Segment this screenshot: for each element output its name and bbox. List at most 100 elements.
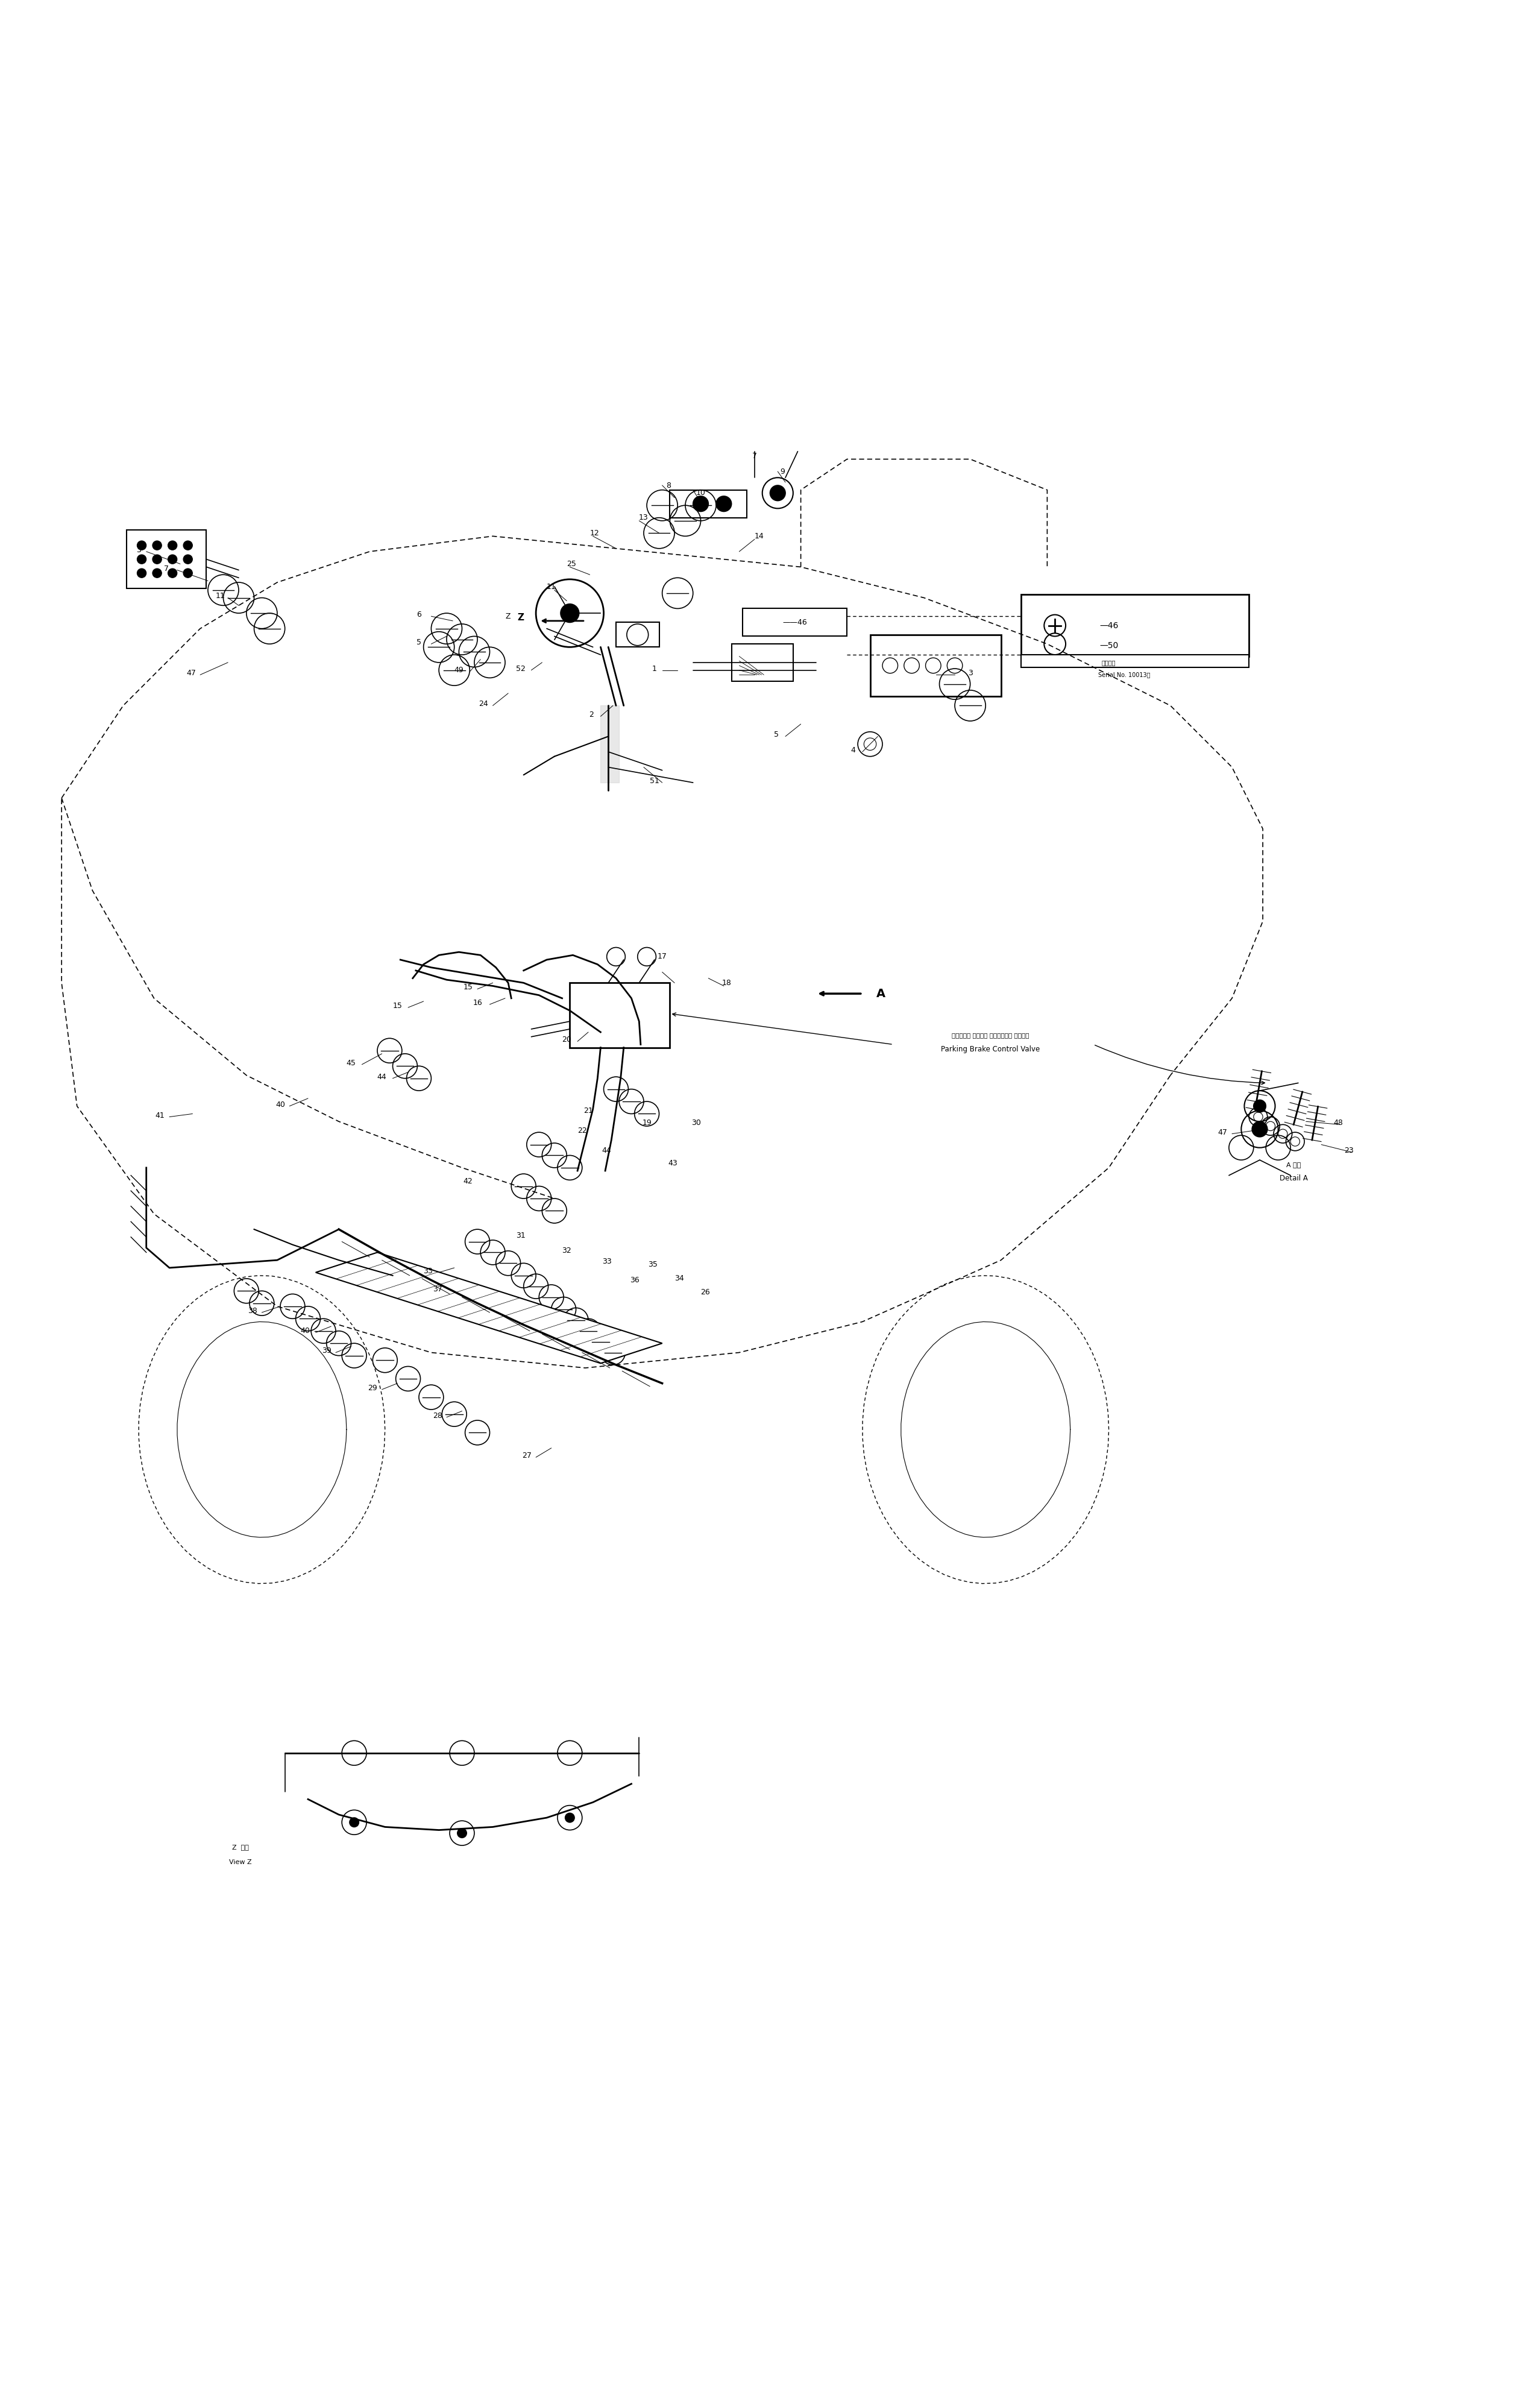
Text: 1: 1: [651, 664, 658, 674]
Text: 15: 15: [393, 1002, 402, 1009]
Text: 15: 15: [464, 983, 473, 992]
Text: 40: 40: [300, 1328, 310, 1335]
Circle shape: [183, 554, 192, 563]
Text: 38: 38: [248, 1306, 257, 1316]
Text: 20: 20: [562, 1036, 571, 1043]
Circle shape: [716, 496, 732, 511]
Circle shape: [561, 604, 579, 623]
Text: —50: —50: [1100, 642, 1118, 650]
Text: Z: Z: [517, 614, 524, 623]
Text: 29: 29: [368, 1383, 377, 1393]
Circle shape: [693, 496, 708, 511]
Circle shape: [168, 554, 177, 563]
Text: 3: 3: [967, 669, 973, 678]
Circle shape: [137, 568, 146, 578]
Circle shape: [457, 1829, 467, 1838]
Text: 34: 34: [675, 1275, 684, 1282]
Bar: [1021, 654, 1249, 666]
Circle shape: [350, 1817, 359, 1827]
Circle shape: [183, 542, 192, 549]
Text: 13: 13: [639, 513, 648, 523]
Text: 16: 16: [473, 1000, 482, 1007]
Text: A: A: [876, 988, 885, 1000]
Text: View Z: View Z: [229, 1860, 251, 1865]
Text: 27: 27: [522, 1453, 531, 1460]
Text: —46: —46: [1100, 621, 1118, 630]
Text: Z  方向: Z 方向: [233, 1843, 248, 1850]
Text: 45: 45: [346, 1059, 356, 1067]
Circle shape: [152, 554, 162, 563]
Bar: [570, 983, 670, 1047]
Text: 41: 41: [156, 1112, 165, 1119]
Text: 11: 11: [216, 592, 225, 599]
Text: 32: 32: [562, 1246, 571, 1254]
Text: 26: 26: [701, 1290, 710, 1297]
Text: 44: 44: [377, 1074, 387, 1081]
Text: 11: 11: [547, 582, 556, 592]
Text: 9: 9: [779, 467, 785, 475]
Text: 35: 35: [648, 1261, 658, 1268]
Text: 適用範囲: 適用範囲: [1101, 659, 1116, 666]
Text: Detail A: Detail A: [1280, 1175, 1307, 1182]
Text: 25: 25: [567, 561, 576, 568]
Circle shape: [152, 568, 162, 578]
Text: 40: 40: [276, 1100, 285, 1107]
Text: 2: 2: [588, 712, 594, 719]
Circle shape: [770, 484, 785, 501]
Text: 5: 5: [773, 731, 779, 738]
Text: ——46: ——46: [782, 618, 807, 626]
Text: Serial No. 10013～: Serial No. 10013～: [1098, 671, 1150, 678]
Bar: [126, 530, 206, 590]
Text: 5: 5: [416, 638, 422, 647]
Text: 10: 10: [696, 489, 705, 496]
Bar: [742, 609, 847, 635]
Text: 14: 14: [755, 532, 764, 539]
Circle shape: [137, 554, 146, 563]
Text: 37: 37: [433, 1285, 442, 1294]
Text: 3: 3: [136, 547, 142, 554]
Text: 47: 47: [1218, 1129, 1227, 1136]
Text: Z: Z: [505, 611, 511, 621]
Text: 17: 17: [658, 952, 667, 961]
Circle shape: [168, 568, 177, 578]
Text: 21: 21: [584, 1107, 593, 1115]
Circle shape: [152, 542, 162, 549]
Circle shape: [1252, 1122, 1267, 1136]
Polygon shape: [316, 1251, 662, 1364]
Bar: [616, 623, 659, 647]
Text: 44: 44: [602, 1146, 611, 1155]
Text: 23: 23: [1344, 1146, 1354, 1155]
Text: 7: 7: [752, 453, 758, 460]
Text: 22: 22: [578, 1127, 587, 1134]
Text: 12: 12: [590, 530, 599, 537]
Text: 52: 52: [516, 664, 525, 674]
Text: 48: 48: [1334, 1119, 1343, 1127]
Text: 39: 39: [322, 1347, 331, 1354]
Text: 47: 47: [186, 669, 196, 678]
Text: A 詳細: A 詳細: [1286, 1163, 1301, 1167]
Text: パーキング ブレーキ コントロール ハルフ゜: パーキング ブレーキ コントロール ハルフ゜: [952, 1033, 1029, 1038]
Text: 33: 33: [602, 1258, 611, 1266]
Text: 31: 31: [516, 1232, 525, 1239]
Bar: [732, 645, 793, 681]
Bar: [1021, 594, 1249, 657]
Text: Parking Brake Control Valve: Parking Brake Control Valve: [941, 1045, 1040, 1052]
Text: 24: 24: [479, 700, 488, 707]
Text: 4: 4: [850, 745, 856, 755]
Circle shape: [565, 1812, 574, 1822]
Text: 43: 43: [668, 1160, 678, 1167]
Circle shape: [168, 542, 177, 549]
Circle shape: [183, 568, 192, 578]
Text: 36: 36: [630, 1275, 639, 1285]
Bar: [670, 489, 747, 518]
Text: 33: 33: [424, 1268, 433, 1275]
Text: 42: 42: [464, 1177, 473, 1187]
Text: 8: 8: [665, 482, 671, 489]
Text: 6: 6: [416, 611, 422, 618]
Text: 19: 19: [642, 1119, 651, 1127]
Circle shape: [1254, 1100, 1266, 1112]
Text: 18: 18: [722, 978, 731, 988]
Text: 30: 30: [691, 1119, 701, 1127]
Bar: [870, 635, 1001, 698]
Text: 49: 49: [454, 666, 464, 674]
